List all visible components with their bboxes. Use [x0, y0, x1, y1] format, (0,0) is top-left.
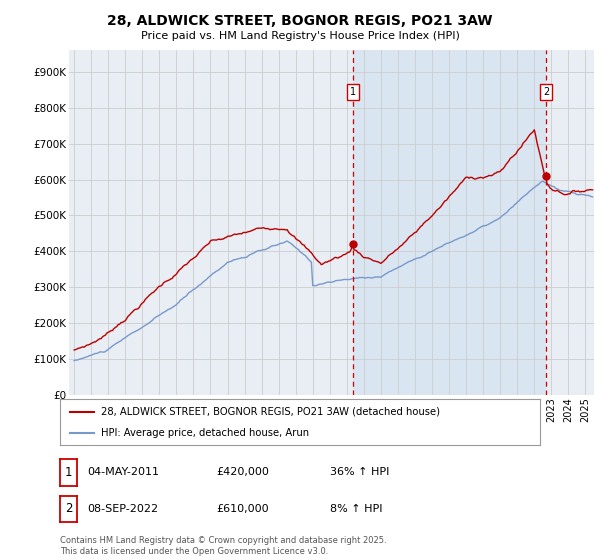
Text: 28, ALDWICK STREET, BOGNOR REGIS, PO21 3AW: 28, ALDWICK STREET, BOGNOR REGIS, PO21 3…: [107, 14, 493, 28]
Text: 28, ALDWICK STREET, BOGNOR REGIS, PO21 3AW (detached house): 28, ALDWICK STREET, BOGNOR REGIS, PO21 3…: [101, 407, 440, 417]
Text: 1: 1: [350, 87, 356, 97]
Text: £420,000: £420,000: [216, 468, 269, 477]
Text: 8% ↑ HPI: 8% ↑ HPI: [330, 504, 383, 514]
Text: 04-MAY-2011: 04-MAY-2011: [87, 468, 159, 477]
Text: HPI: Average price, detached house, Arun: HPI: Average price, detached house, Arun: [101, 428, 309, 438]
Text: Contains HM Land Registry data © Crown copyright and database right 2025.
This d: Contains HM Land Registry data © Crown c…: [60, 536, 386, 556]
Text: 1: 1: [65, 466, 72, 479]
Text: 2: 2: [65, 502, 72, 515]
Text: Price paid vs. HM Land Registry's House Price Index (HPI): Price paid vs. HM Land Registry's House …: [140, 31, 460, 41]
Text: 08-SEP-2022: 08-SEP-2022: [87, 504, 158, 514]
Bar: [353, 50, 546, 395]
Text: 36% ↑ HPI: 36% ↑ HPI: [330, 468, 389, 477]
Text: £610,000: £610,000: [216, 504, 269, 514]
Text: 2: 2: [543, 87, 549, 97]
